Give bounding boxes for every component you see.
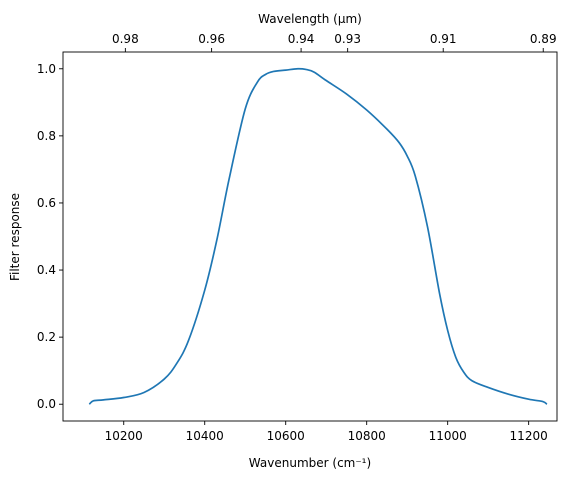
x-tick-label: 10800 bbox=[348, 429, 386, 443]
x-tick-label: 11000 bbox=[429, 429, 467, 443]
top-tick-label: 0.98 bbox=[112, 32, 139, 46]
x-axis: 10200 10400 10600 10800 11000 11200 bbox=[105, 421, 548, 443]
top-x-axis: 0.98 0.96 0.94 0.93 0.91 0.89 bbox=[112, 32, 557, 52]
y-tick-label: 1.0 bbox=[37, 62, 56, 76]
y-axis-label: Filter response bbox=[8, 193, 22, 281]
plot-frame bbox=[62, 51, 558, 422]
top-tick-label: 0.96 bbox=[198, 32, 225, 46]
y-tick-label: 0.6 bbox=[37, 196, 56, 210]
y-tick-label: 0.4 bbox=[37, 263, 56, 277]
y-tick-label: 0.0 bbox=[37, 397, 56, 411]
top-tick-label: 0.93 bbox=[334, 32, 361, 46]
x-tick-label: 10200 bbox=[105, 429, 143, 443]
x-tick-label: 10400 bbox=[186, 429, 224, 443]
y-axis: 0.0 0.2 0.4 0.6 0.8 1.0 bbox=[37, 62, 63, 411]
y-tick-label: 0.8 bbox=[37, 129, 56, 143]
x-tick-label: 11200 bbox=[510, 429, 548, 443]
top-tick-label: 0.91 bbox=[430, 32, 457, 46]
y-tick-label: 0.2 bbox=[37, 330, 56, 344]
top-tick-label: 0.94 bbox=[288, 32, 315, 46]
top-axis-label: Wavelength (μm) bbox=[258, 12, 362, 26]
series-line bbox=[88, 67, 548, 405]
top-tick-label: 0.89 bbox=[530, 32, 557, 46]
x-axis-label: Wavenumber (cm⁻¹) bbox=[249, 456, 371, 470]
x-tick-label: 10600 bbox=[267, 429, 305, 443]
